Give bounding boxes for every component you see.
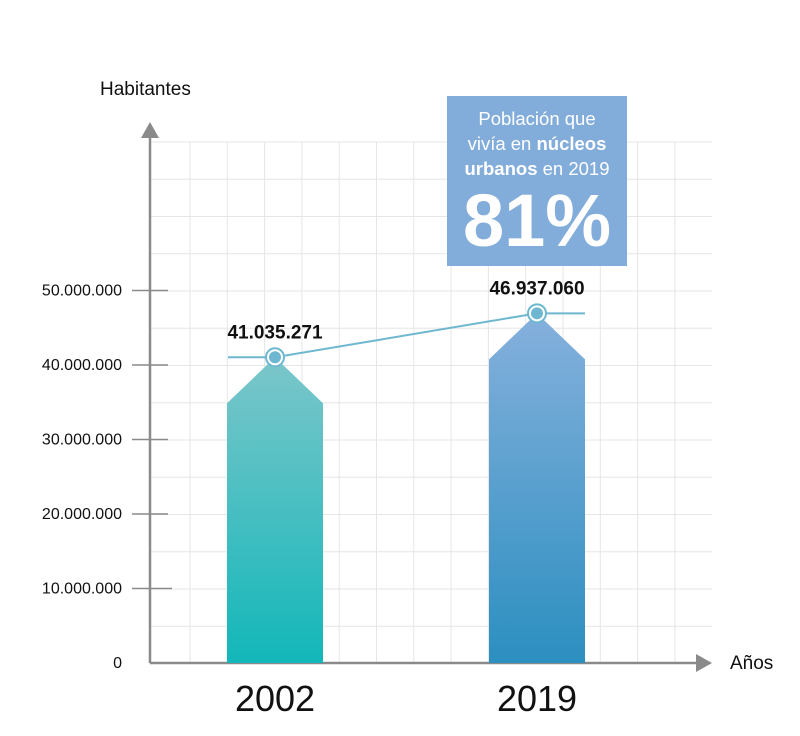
series-line-segment — [274, 312, 538, 359]
bar-2019 — [489, 313, 585, 663]
annotation-line3-post: en 2019 — [537, 158, 609, 179]
data-label: 41.035.271 — [227, 322, 323, 343]
y-ticks: 0 10.000.000 20.000.000 30.000.000 40.000.00… — [42, 283, 172, 672]
y-tick-label: 10.000.000 — [42, 581, 122, 598]
data-point — [531, 307, 543, 320]
bar-2002 — [227, 357, 323, 663]
x-ticks: 2002 2019 — [235, 678, 577, 719]
x-tick-label: 2019 — [497, 678, 577, 719]
annotation-line2-bold: núcleos — [536, 133, 606, 154]
annotation-line3-bold: urbanos — [465, 158, 538, 179]
y-tick-label: 0 — [113, 655, 122, 672]
annotation-line1: Población que — [478, 108, 595, 129]
svg-text:Población que: Población que — [478, 108, 595, 129]
annotation-background — [447, 96, 627, 266]
series-line: 41.035.271 46.937.060 — [227, 278, 585, 368]
svg-text:vivía en núcleos: vivía en núcleos — [468, 133, 607, 154]
x-axis-arrow — [696, 654, 712, 672]
annotation-box: Población que vivía en núcleos urbanos e… — [447, 96, 627, 266]
data-point — [269, 351, 281, 364]
bars — [227, 313, 585, 663]
y-axis-title: Habitantes — [100, 79, 191, 100]
y-tick-label: 50.000.000 — [42, 283, 122, 300]
y-tick-label: 30.000.000 — [42, 432, 122, 449]
annotation-line2-pre: vivía en — [468, 133, 537, 154]
y-axis-arrow — [141, 122, 159, 138]
svg-text:urbanos en 2019: urbanos en 2019 — [465, 158, 610, 179]
data-label: 46.937.060 — [489, 278, 584, 299]
y-tick-label: 20.000.000 — [42, 506, 122, 523]
y-tick-label: 40.000.000 — [42, 357, 122, 374]
annotation-big-value: 81% — [463, 179, 611, 262]
x-tick-label: 2002 — [235, 678, 315, 719]
x-axis-title: Años — [730, 653, 773, 674]
